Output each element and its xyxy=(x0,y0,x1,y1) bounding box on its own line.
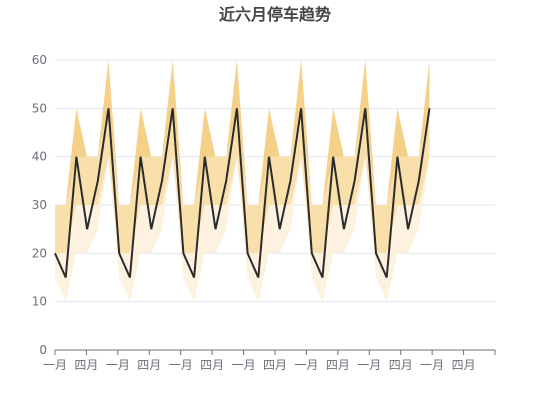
x-tick-label: 四月 xyxy=(389,358,413,372)
x-tick-label: 四月 xyxy=(452,358,476,372)
y-tick-label: 40 xyxy=(32,150,47,164)
x-tick-label: 一月 xyxy=(294,358,318,372)
x-tick-label: 一月 xyxy=(420,358,444,372)
y-tick-label: 0 xyxy=(39,343,47,357)
x-tick-label: 四月 xyxy=(326,358,350,372)
y-tick-label: 20 xyxy=(32,246,47,260)
x-tick-label: 四月 xyxy=(74,358,98,372)
y-tick-label: 60 xyxy=(32,53,47,67)
y-tick-label: 30 xyxy=(32,198,47,212)
series-line-group xyxy=(54,108,431,278)
band-upper-area xyxy=(55,60,430,205)
x-tick-label: 一月 xyxy=(169,358,193,372)
axes: 0102030405060一月 四月 一月 四月 一月 四月 一月 四月 一月 四月 一月 四月 一月四… xyxy=(32,53,496,372)
x-tick-label: 四月 xyxy=(137,358,161,372)
x-tick-label: 四月 xyxy=(200,358,224,372)
x-tick-label: 一月 xyxy=(357,358,381,372)
x-tick-label: 一月 xyxy=(232,358,256,372)
x-tick-label: 一月 xyxy=(106,358,130,372)
chart-title: 近六月停车趋势 xyxy=(219,5,331,24)
x-tick-label: 四月 xyxy=(263,358,287,372)
series-line xyxy=(54,108,431,278)
y-tick-label: 10 xyxy=(32,295,47,309)
x-tick-label: 一月 xyxy=(43,358,67,372)
y-tick-label: 50 xyxy=(32,101,47,115)
